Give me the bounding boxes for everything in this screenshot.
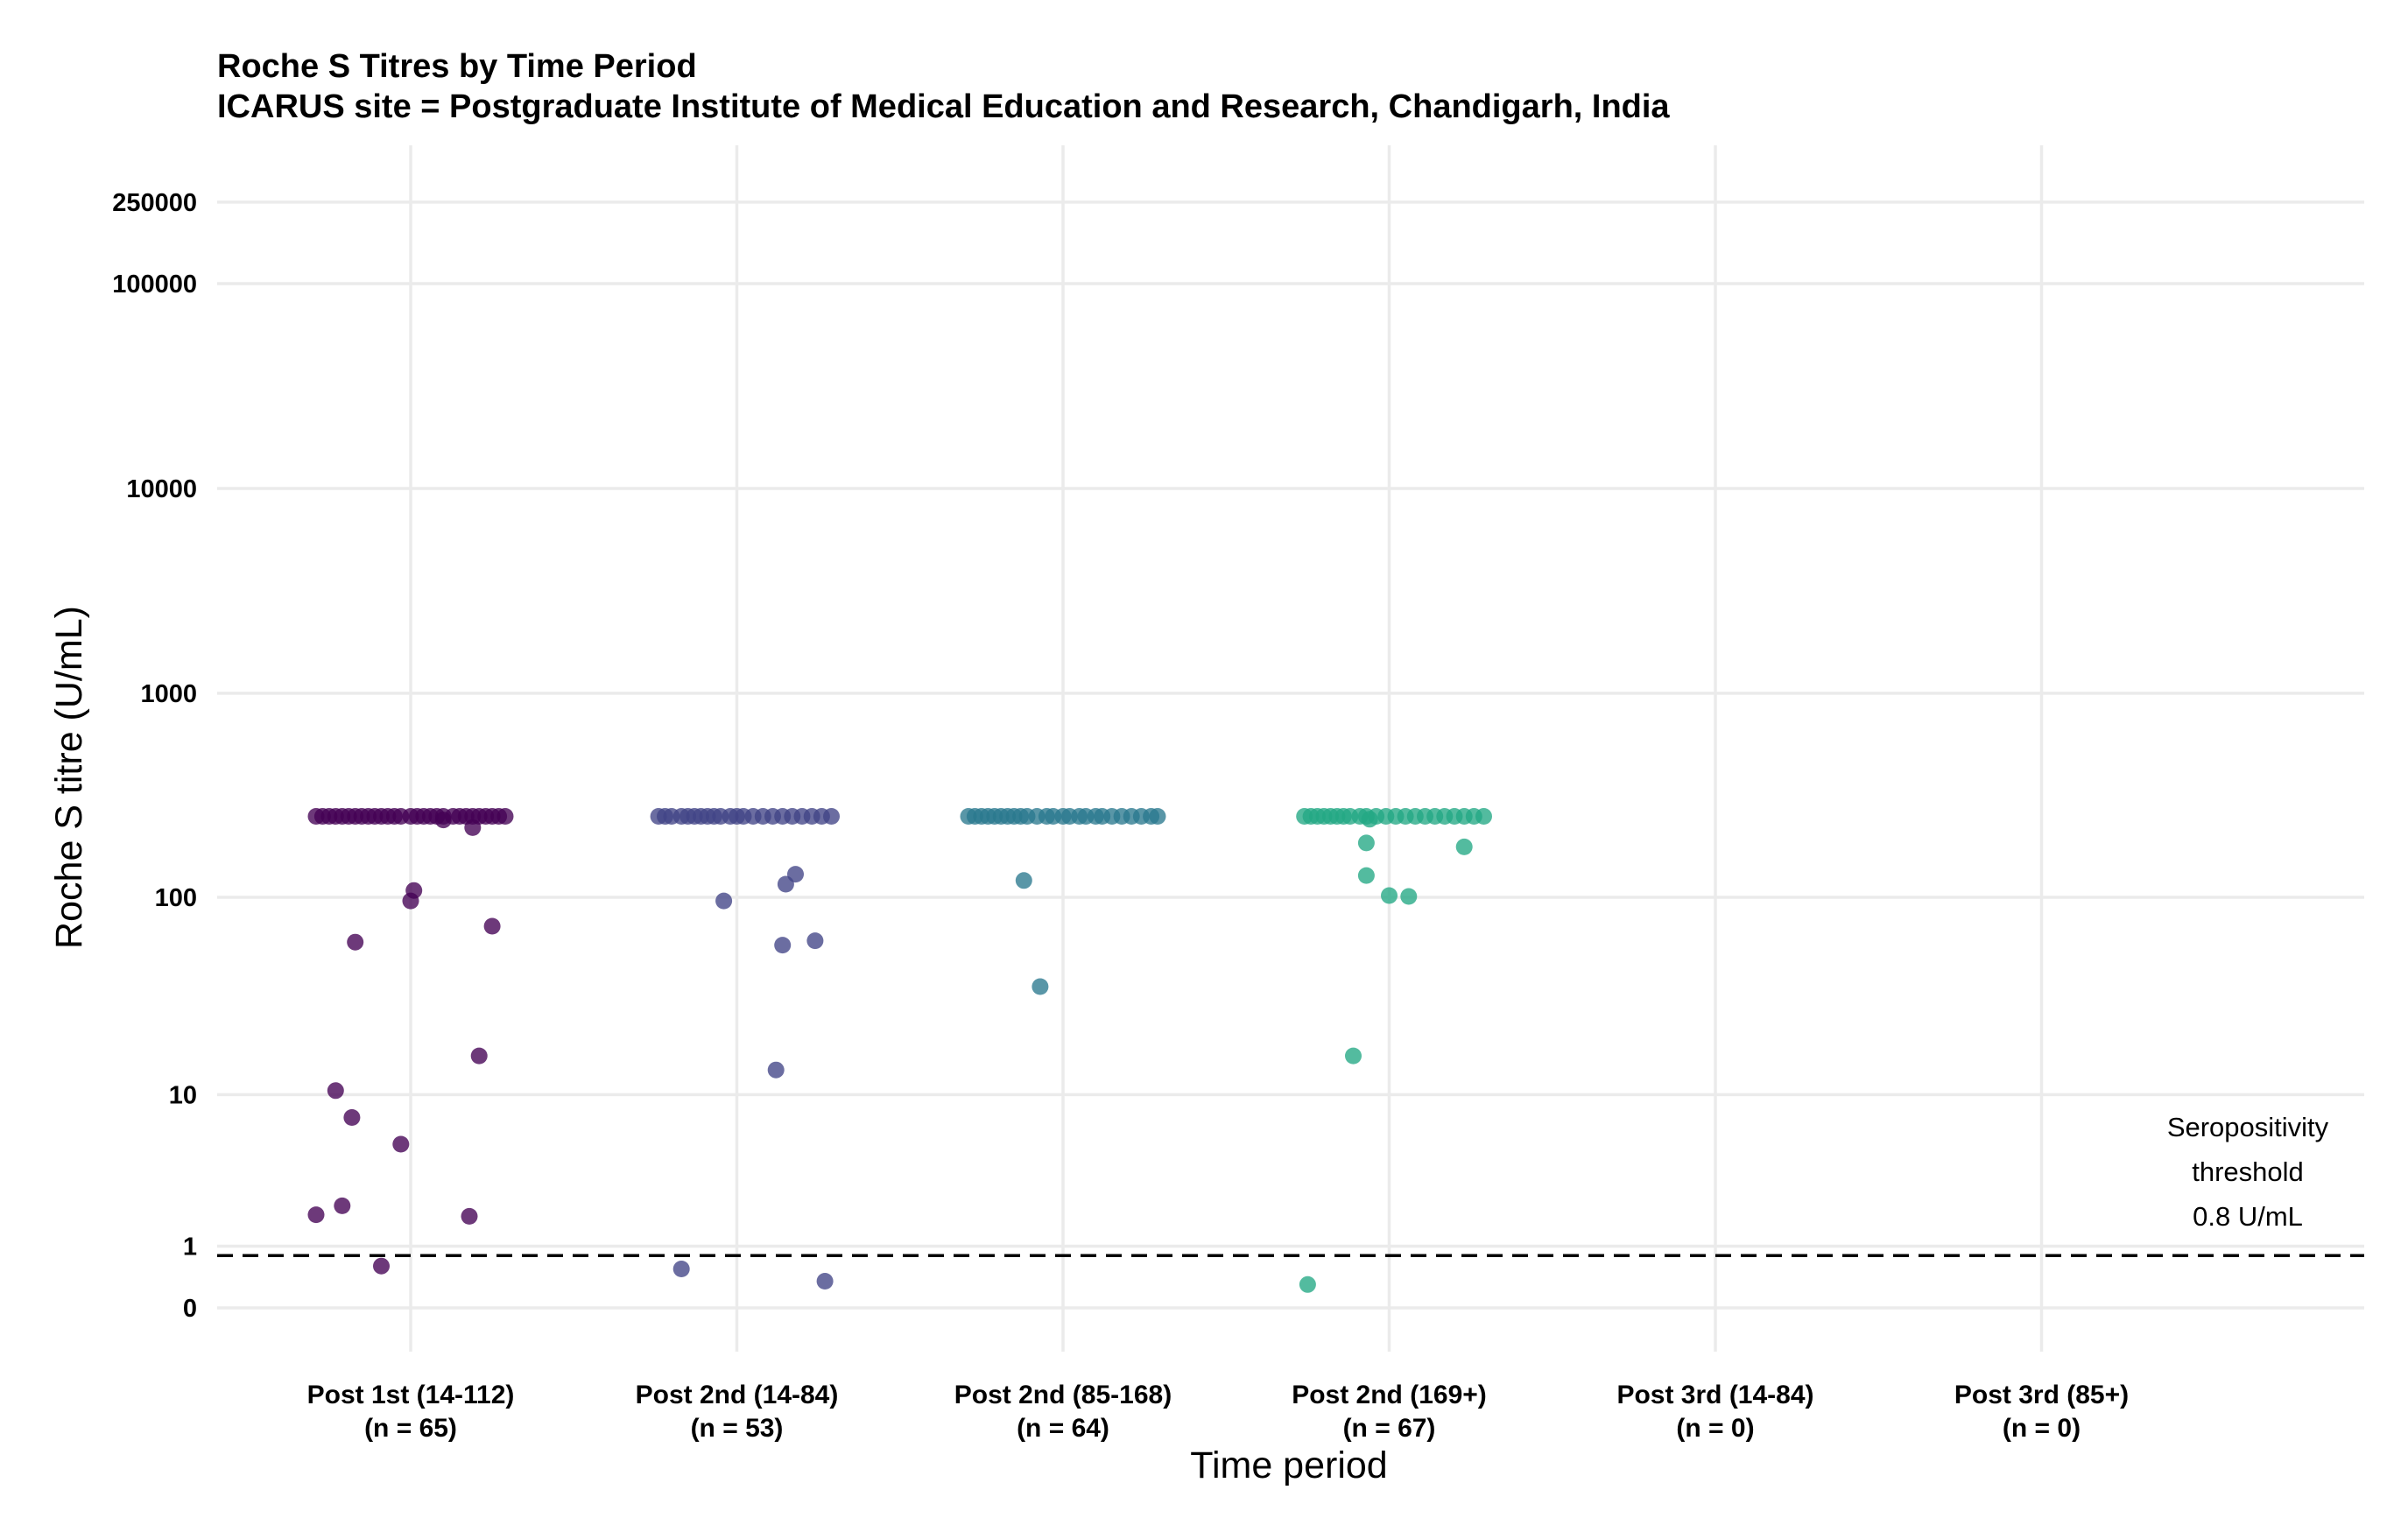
data-point <box>496 808 514 825</box>
x-tick-label-5: Post 3rd (14-84) <box>1616 1381 1813 1409</box>
data-point <box>1299 1275 1316 1293</box>
data-point <box>774 937 792 954</box>
data-point <box>434 812 452 829</box>
x-tick-count-label-3: (n = 64) <box>1017 1414 1109 1443</box>
data-point <box>1149 808 1166 825</box>
x-tick-label-2: Post 2nd (14-84) <box>636 1381 839 1409</box>
data-point <box>1475 808 1492 825</box>
threshold-label-line-2: threshold <box>2192 1156 2304 1187</box>
x-tick-label-6: Post 3rd (85+) <box>1954 1381 2129 1409</box>
data-point <box>823 808 840 825</box>
data-point <box>402 892 419 910</box>
horizontal-gridlines <box>217 200 2364 1310</box>
data-point <box>806 932 824 950</box>
vertical-gridlines <box>409 145 2044 1352</box>
chart-subtitle: ICARUS site = Postgraduate Institute of … <box>217 88 1670 125</box>
data-point <box>464 819 482 836</box>
y-axis-tick-labels: 0 1 10 100 1000 10000 100000 250000 <box>112 189 197 1323</box>
data-point <box>672 1261 690 1277</box>
x-tick-count-label-5: (n = 0) <box>1676 1414 1754 1443</box>
y-tick-label-1000: 1000 <box>140 680 197 708</box>
threshold-label-line-1: Seropositivity <box>2167 1112 2329 1142</box>
data-point <box>347 933 364 951</box>
x-tick-label-4: Post 2nd (169+) <box>1292 1381 1487 1409</box>
x-tick-count-label-6: (n = 0) <box>2003 1414 2081 1443</box>
y-axis-label: Roche S titre (U/mL) <box>48 606 90 949</box>
data-point <box>1031 978 1049 995</box>
y-tick-label-100: 100 <box>155 884 197 912</box>
data-points <box>307 808 1492 1293</box>
data-point <box>470 1047 488 1065</box>
data-point <box>343 1109 361 1126</box>
x-tick-count-label-2: (n = 53) <box>691 1414 784 1443</box>
data-point <box>392 1135 410 1153</box>
data-point <box>483 917 501 935</box>
data-point <box>1015 872 1032 889</box>
y-tick-label-250000: 250000 <box>112 189 197 217</box>
x-tick-label-3: Post 2nd (85-168) <box>954 1381 1172 1409</box>
data-point <box>373 1257 390 1275</box>
data-point <box>715 892 733 910</box>
chart-title: Roche S Titres by Time Period <box>217 48 697 85</box>
data-point <box>767 1061 785 1079</box>
data-point <box>777 875 794 893</box>
data-point <box>1357 867 1375 884</box>
data-point <box>1381 887 1398 904</box>
threshold-label-line-3: 0.8 U/mL <box>2193 1201 2303 1232</box>
data-point <box>327 1082 344 1100</box>
data-point <box>1455 838 1473 855</box>
x-tick-count-label-1: (n = 65) <box>364 1414 457 1443</box>
x-axis-tick-labels: Post 1st (14-112) (n = 65) Post 2nd (14-84… <box>307 1381 2130 1443</box>
data-point <box>1345 1047 1362 1065</box>
y-tick-label-0: 0 <box>183 1295 197 1323</box>
data-point <box>816 1273 834 1290</box>
y-tick-label-10: 10 <box>169 1081 197 1109</box>
data-point <box>334 1197 351 1214</box>
y-tick-label-1: 1 <box>183 1233 197 1261</box>
x-tick-label-1: Post 1st (14-112) <box>307 1381 515 1409</box>
data-point <box>461 1207 478 1225</box>
data-point <box>1357 834 1375 852</box>
data-point <box>1400 888 1418 905</box>
y-tick-label-100000: 100000 <box>112 271 197 299</box>
x-tick-count-label-4: (n = 67) <box>1343 1414 1436 1443</box>
data-point <box>1361 811 1378 828</box>
y-tick-label-10000: 10000 <box>126 475 197 503</box>
x-axis-label: Time period <box>1190 1444 1387 1486</box>
data-point <box>307 1206 325 1224</box>
